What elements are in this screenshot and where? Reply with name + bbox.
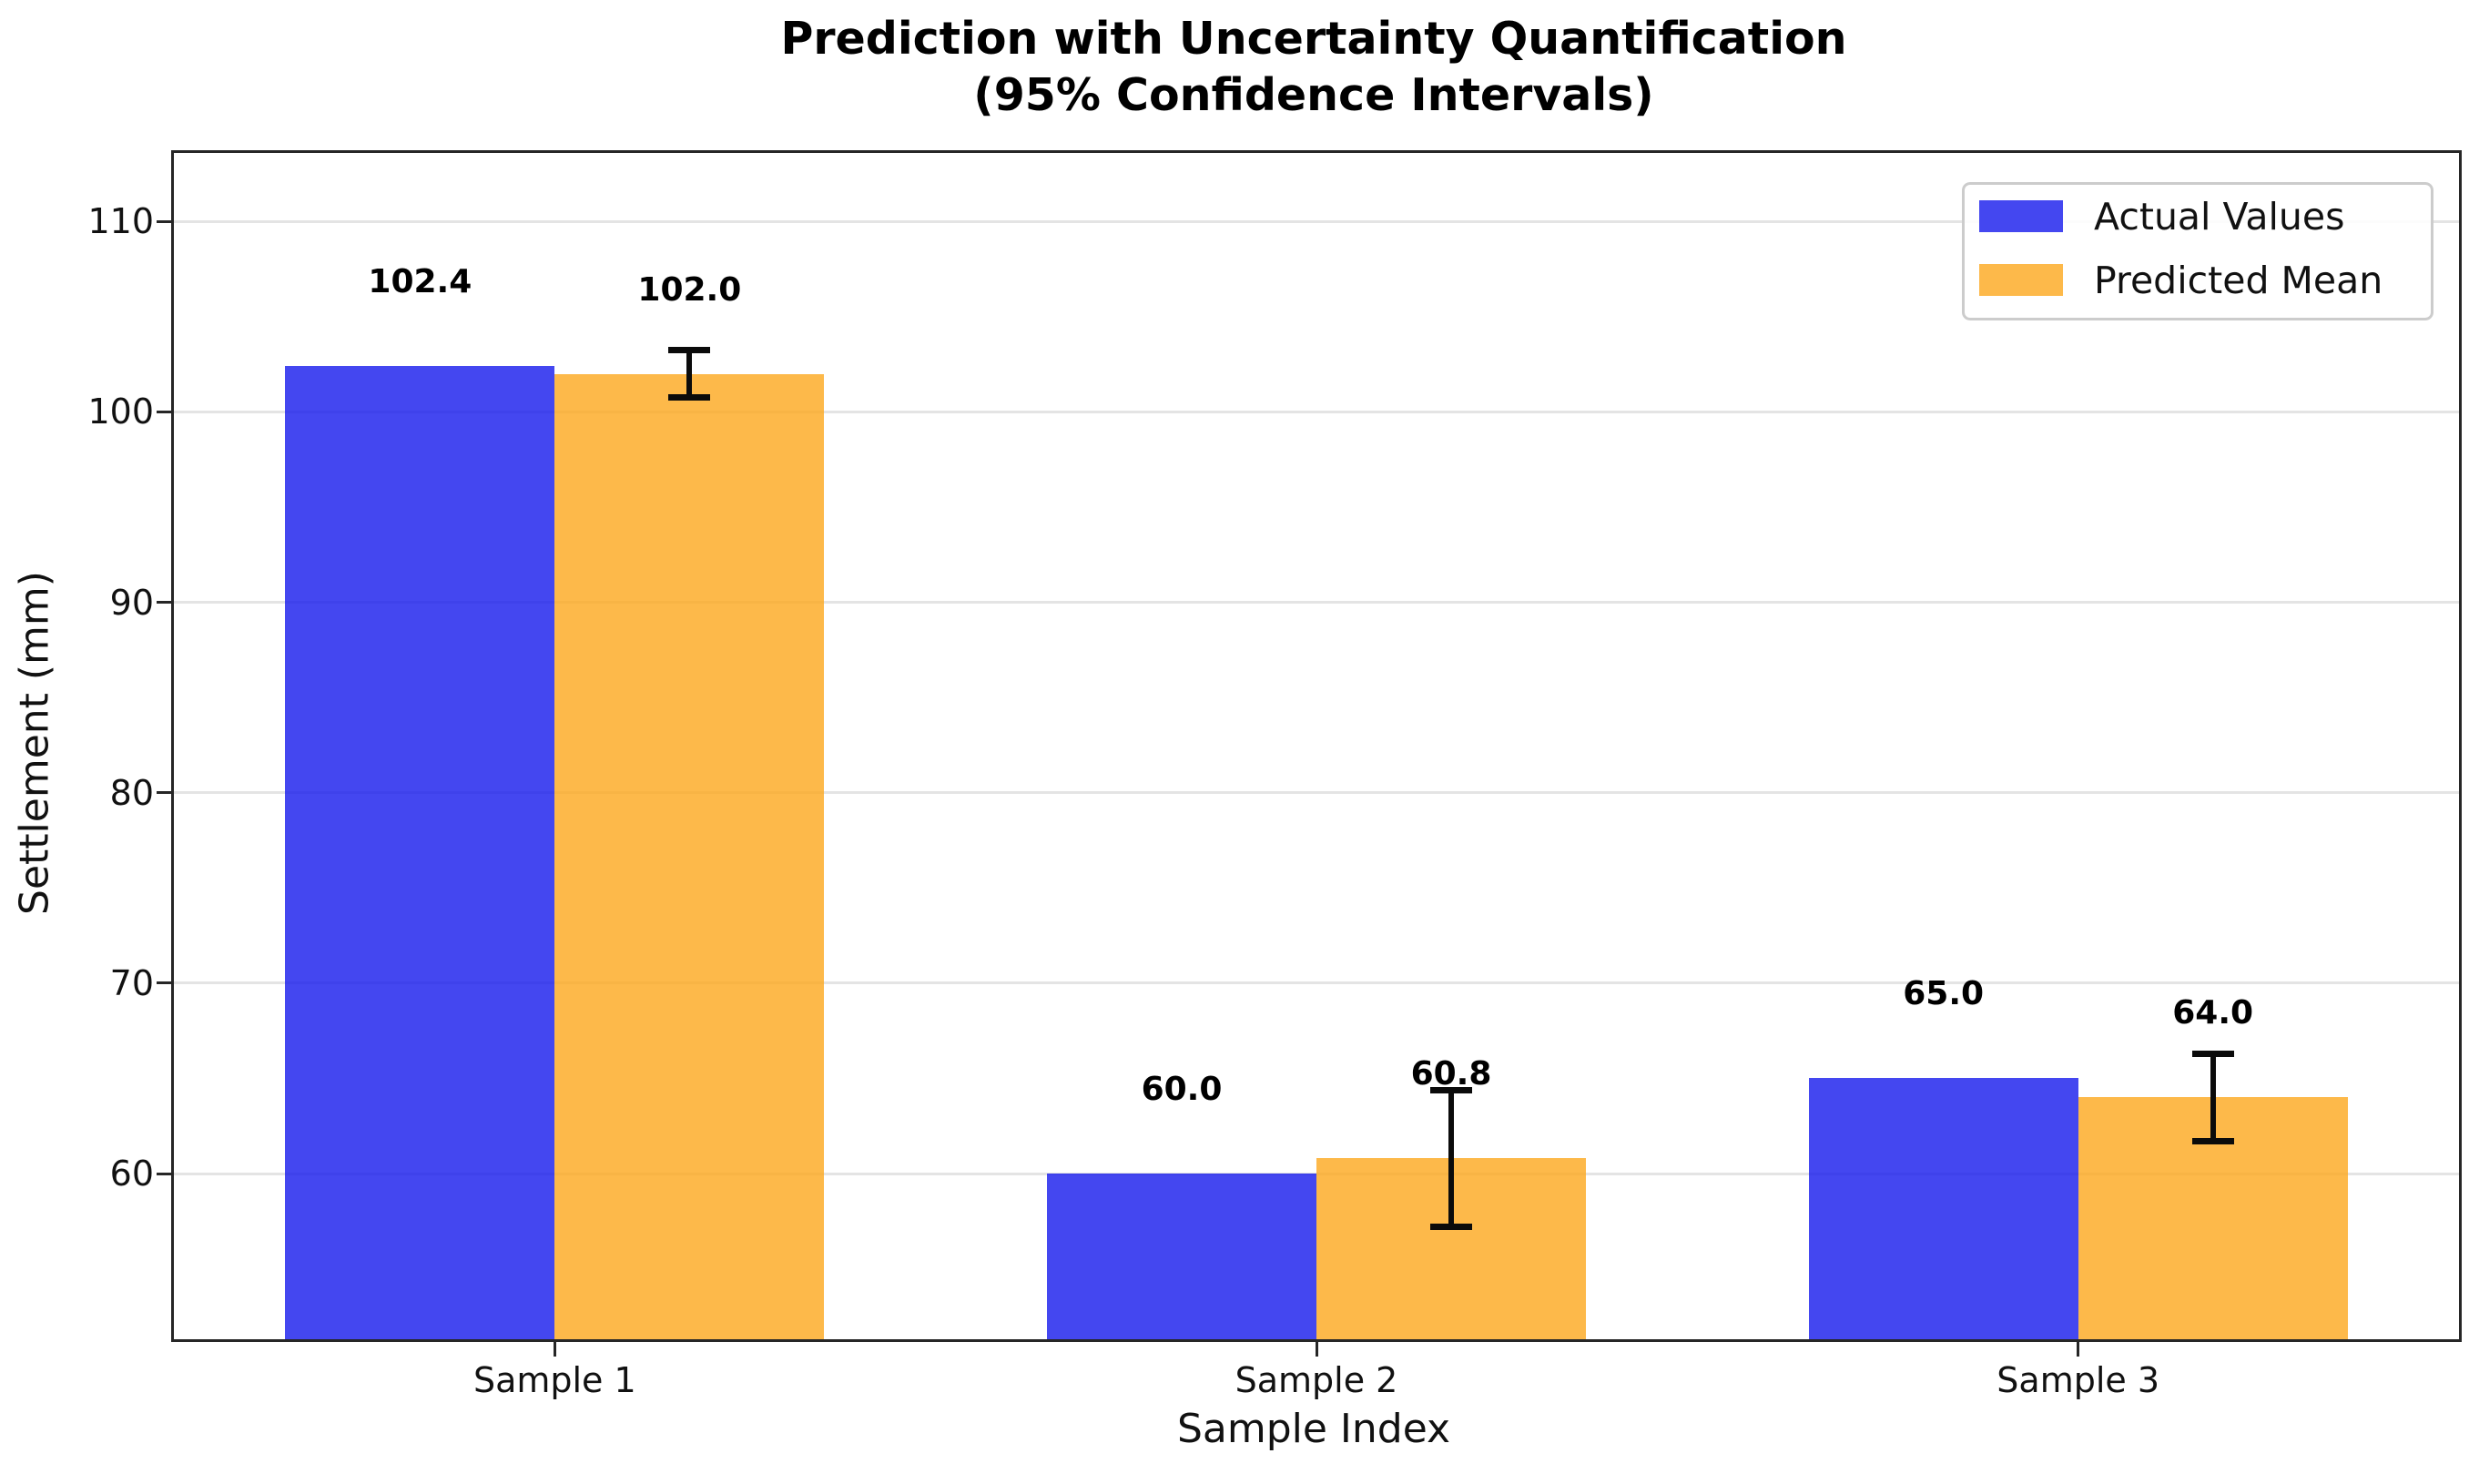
- x-tick-label: Sample 1: [472, 1360, 636, 1400]
- error-bar-cap: [668, 346, 711, 353]
- x-tick: [1315, 1342, 1318, 1357]
- legend-swatch-predicted: [1979, 264, 2063, 296]
- y-tick: [157, 1172, 171, 1175]
- bar-actual-3: [1808, 1078, 2078, 1339]
- error-bar-line: [1448, 1090, 1454, 1227]
- bar-value-label: 65.0: [1903, 975, 1985, 1013]
- chart-title: Prediction with Uncertainty Quantificati…: [171, 11, 2456, 124]
- gridline: [174, 601, 2459, 605]
- bar-value-label: 60.8: [1410, 1055, 1492, 1093]
- gridline: [174, 981, 2459, 985]
- legend-item-actual: Actual Values: [1965, 185, 2431, 249]
- gridline: [174, 791, 2459, 795]
- chart-title-line1: Prediction with Uncertainty Quantificati…: [780, 13, 1847, 65]
- bar-actual-1: [285, 366, 555, 1339]
- error-bar-cap: [2191, 1137, 2234, 1144]
- legend-swatch-actual: [1979, 200, 2063, 232]
- bar-value-label: 64.0: [2172, 994, 2254, 1032]
- legend-label-actual: Actual Values: [2094, 195, 2345, 239]
- x-tick-label: Sample 3: [1997, 1360, 2160, 1400]
- bar-value-label: 60.0: [1141, 1071, 1223, 1109]
- legend-label-predicted: Predicted Mean: [2094, 259, 2383, 302]
- error-bar-line: [686, 350, 693, 398]
- plot-area: Actual Values Predicted Mean 60 70 80 90 100…: [87, 150, 2462, 1400]
- bar-value-label: 102.0: [637, 270, 742, 309]
- error-bar-cap: [2191, 1050, 2234, 1057]
- chart-title-line2: (95% Confidence Intervals): [973, 69, 1654, 121]
- x-tick: [2077, 1342, 2080, 1357]
- y-tick-label: 60: [109, 1154, 154, 1194]
- y-tick: [157, 791, 171, 795]
- x-tick: [553, 1342, 556, 1357]
- error-bar-line: [2210, 1053, 2216, 1142]
- bar-actual-2: [1047, 1174, 1316, 1339]
- legend: Actual Values Predicted Mean: [1962, 182, 2433, 320]
- bar-predicted-1: [554, 373, 825, 1339]
- bar-value-label: 102.4: [368, 263, 472, 301]
- y-tick-label: 80: [109, 772, 154, 813]
- gridline: [174, 410, 2459, 413]
- error-bar-cap: [1430, 1224, 1472, 1231]
- y-tick: [157, 601, 171, 605]
- error-bar-cap: [1430, 1086, 1472, 1093]
- x-tick-label: Sample 2: [1234, 1360, 1398, 1400]
- error-bar-cap: [668, 394, 711, 401]
- y-tick-label: 100: [87, 391, 154, 432]
- legend-item-predicted: Predicted Mean: [1965, 249, 2431, 312]
- y-tick-label: 110: [87, 201, 154, 242]
- gridline: [174, 219, 2459, 223]
- y-tick: [157, 410, 171, 413]
- y-tick-label: 90: [109, 582, 154, 623]
- x-axis-label: Sample Index: [1176, 1406, 1451, 1452]
- y-tick: [157, 219, 171, 223]
- y-tick: [157, 981, 171, 985]
- y-tick-label: 70: [109, 962, 154, 1003]
- y-axis-label: Settlement (mm): [11, 571, 58, 915]
